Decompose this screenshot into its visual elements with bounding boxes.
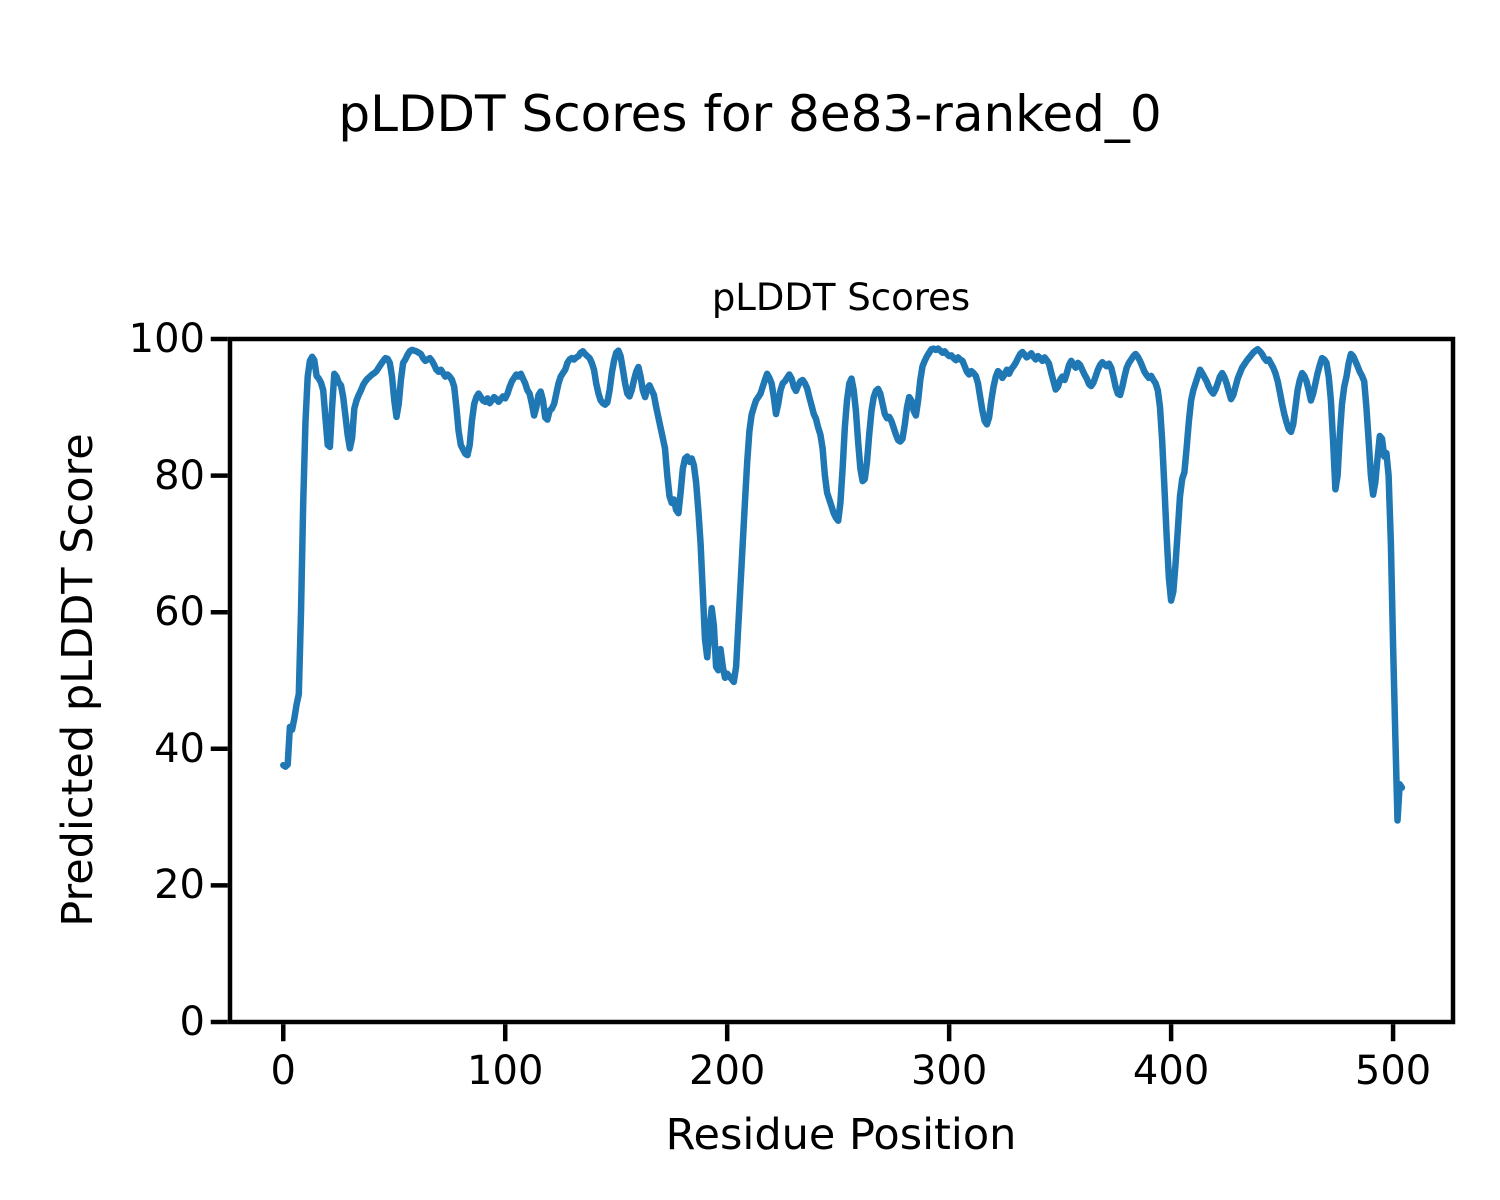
y-tick-label: 60 <box>154 589 205 636</box>
y-tick-label: 80 <box>154 452 205 499</box>
x-tick-label: 500 <box>1354 1048 1432 1094</box>
axes-frame <box>227 336 1456 1025</box>
figure-title: pLDDT Scores for 8e83-ranked_0 <box>338 85 1162 143</box>
x-tick-label: 100 <box>467 1048 544 1094</box>
x-tick-label: 300 <box>910 1048 988 1094</box>
plddt-line <box>280 345 1406 824</box>
x-tick-label: 200 <box>689 1048 766 1094</box>
axes-title: pLDDT Scores <box>711 276 971 319</box>
y-tick-label: 20 <box>154 862 205 909</box>
y-tick-label: 0 <box>179 999 205 1045</box>
x-axis-label: Residue Position <box>665 1110 1017 1160</box>
y-tick-label: 40 <box>154 725 205 772</box>
x-tick-label: 400 <box>1132 1048 1210 1094</box>
y-tick-label: 100 <box>128 316 205 362</box>
y-axis-label: Predicted pLDDT Score <box>53 433 103 927</box>
x-tick-label: 0 <box>270 1048 296 1094</box>
